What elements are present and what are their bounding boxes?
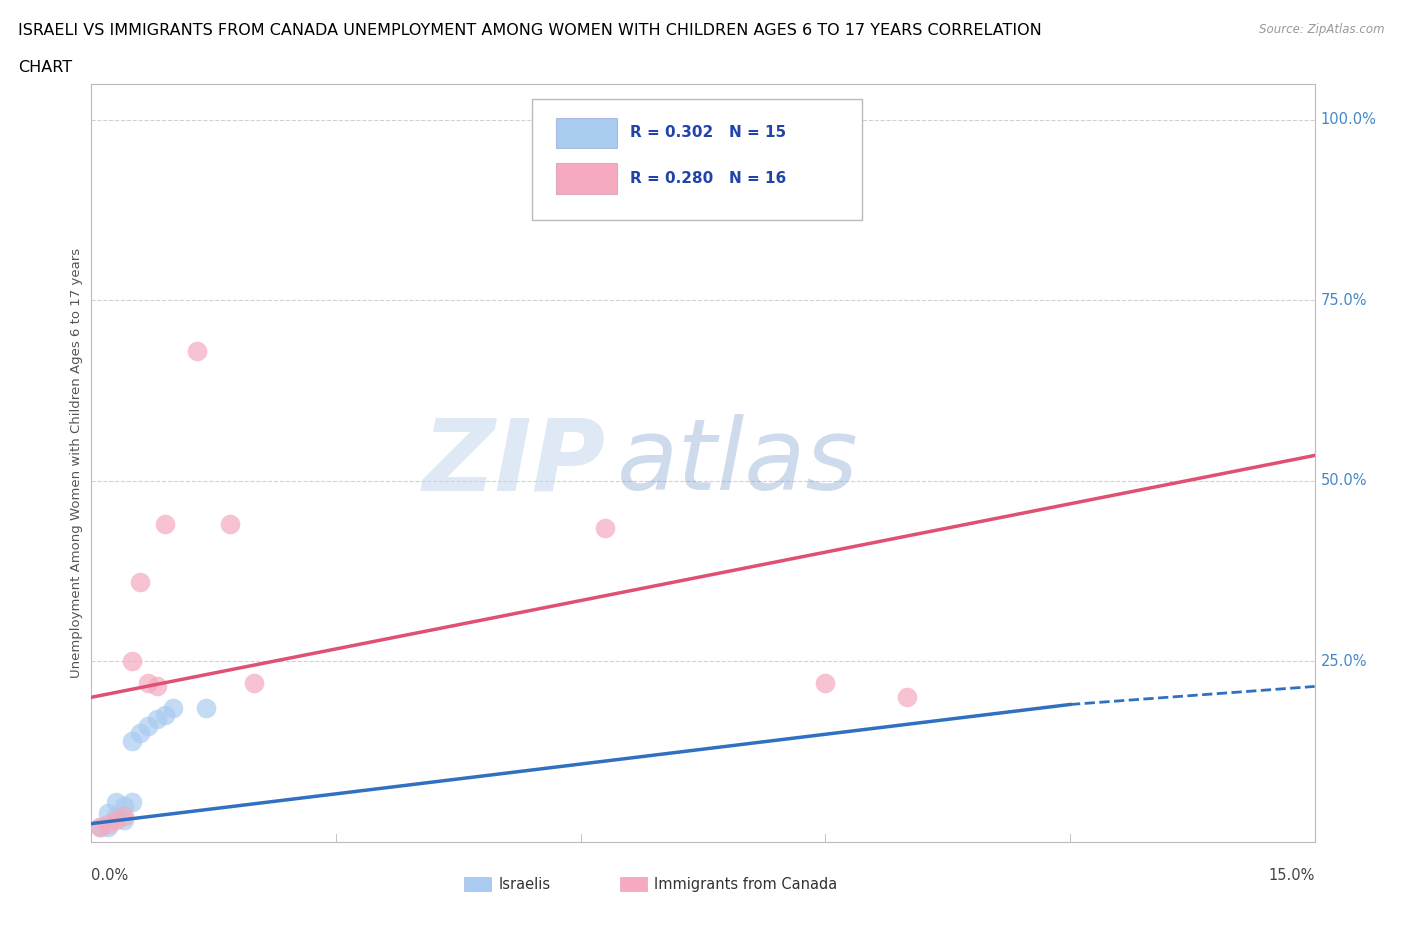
Text: Immigrants from Canada: Immigrants from Canada	[654, 877, 838, 892]
Point	[89, 819, 111, 834]
Point	[112, 798, 135, 813]
Text: R = 0.280   N = 16: R = 0.280 N = 16	[630, 171, 786, 186]
Point	[97, 819, 120, 834]
Point	[112, 813, 135, 828]
Point	[104, 813, 127, 828]
Point	[97, 817, 120, 831]
Text: 50.0%: 50.0%	[1320, 473, 1367, 488]
Text: CHART: CHART	[18, 60, 72, 75]
Point	[186, 343, 208, 358]
Point	[145, 711, 167, 726]
Point	[121, 794, 143, 809]
Point	[121, 654, 143, 669]
Point	[104, 809, 127, 824]
Point	[162, 700, 184, 715]
Point	[104, 794, 127, 809]
Point	[138, 719, 160, 734]
Text: R = 0.302   N = 15: R = 0.302 N = 15	[630, 126, 786, 140]
Text: ZIP: ZIP	[422, 414, 605, 512]
Text: 75.0%: 75.0%	[1320, 293, 1367, 308]
FancyBboxPatch shape	[531, 99, 862, 220]
Point	[243, 675, 266, 690]
Point	[194, 700, 217, 715]
Point	[129, 575, 152, 590]
Point	[138, 675, 160, 690]
Point	[153, 708, 176, 723]
Text: 0.0%: 0.0%	[91, 869, 128, 883]
Point	[219, 516, 242, 531]
Bar	[464, 877, 491, 891]
Point	[145, 679, 167, 694]
Point	[153, 516, 176, 531]
Y-axis label: Unemployment Among Women with Children Ages 6 to 17 years: Unemployment Among Women with Children A…	[70, 247, 83, 678]
Bar	[620, 877, 647, 891]
Point	[129, 726, 152, 741]
Point	[896, 690, 918, 705]
Point	[97, 805, 120, 820]
Point	[814, 675, 837, 690]
Point	[89, 819, 111, 834]
Point	[692, 113, 714, 127]
Text: atlas: atlas	[617, 414, 859, 512]
Text: Israelis: Israelis	[499, 877, 551, 892]
Text: 100.0%: 100.0%	[1320, 113, 1376, 127]
Bar	[557, 118, 617, 148]
Bar	[557, 164, 617, 193]
Point	[112, 809, 135, 824]
Text: Source: ZipAtlas.com: Source: ZipAtlas.com	[1260, 23, 1385, 36]
Text: 25.0%: 25.0%	[1320, 654, 1367, 669]
Point	[121, 733, 143, 748]
Point	[593, 520, 616, 535]
Text: ISRAELI VS IMMIGRANTS FROM CANADA UNEMPLOYMENT AMONG WOMEN WITH CHILDREN AGES 6 : ISRAELI VS IMMIGRANTS FROM CANADA UNEMPL…	[18, 23, 1042, 38]
Text: 15.0%: 15.0%	[1268, 869, 1315, 883]
